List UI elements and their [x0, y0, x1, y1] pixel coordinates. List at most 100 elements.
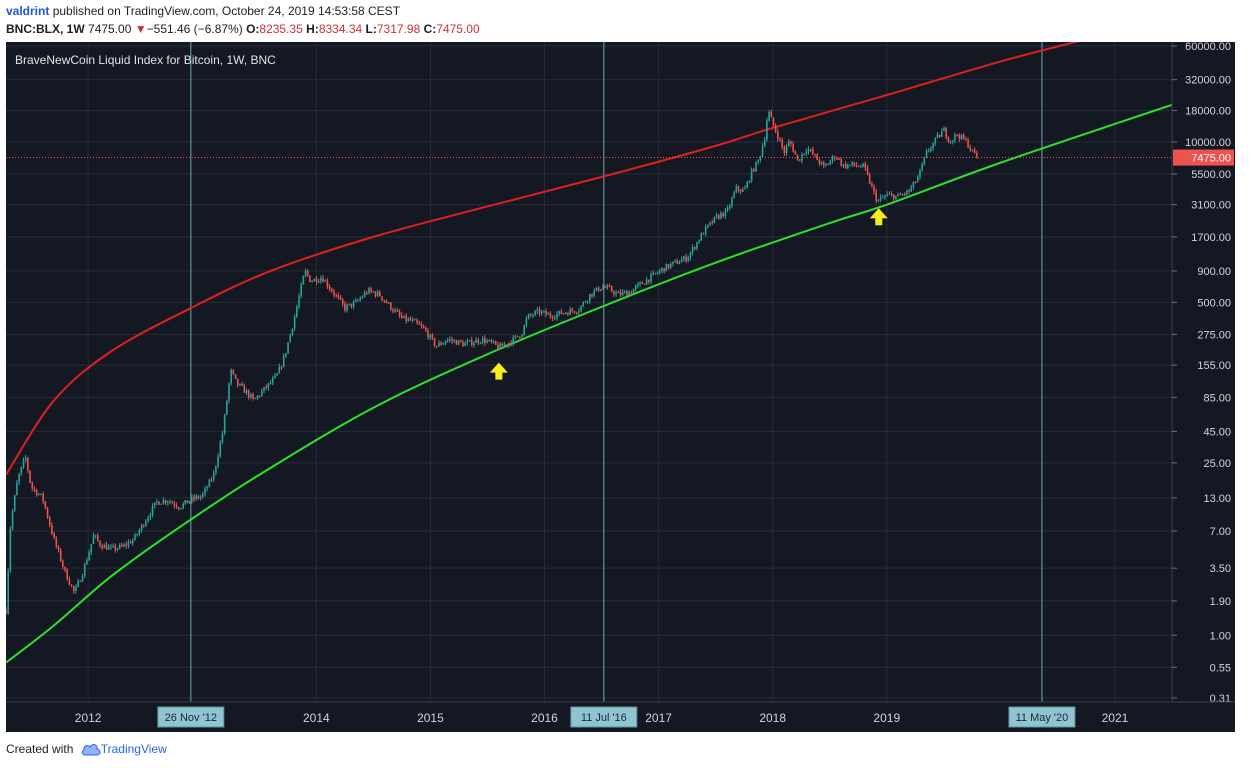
candle-body	[521, 334, 523, 338]
candle	[359, 295, 362, 302]
candle	[696, 241, 698, 251]
candle-body	[875, 191, 878, 201]
candle-body	[556, 313, 558, 318]
candle-body	[129, 542, 132, 544]
candle	[884, 194, 886, 201]
candle-body	[709, 222, 711, 225]
candle-body	[449, 339, 451, 341]
candle-body	[33, 488, 36, 490]
candle-body	[540, 311, 543, 314]
candle	[584, 300, 587, 303]
candle	[394, 307, 396, 313]
candle	[807, 146, 810, 155]
candle	[792, 141, 794, 153]
candle	[735, 183, 738, 194]
candle-body	[774, 125, 777, 132]
candle	[921, 161, 923, 172]
candle-body	[446, 339, 449, 342]
tradingview-link[interactable]: TradingView	[81, 742, 167, 756]
candle-body	[27, 457, 29, 471]
candle	[400, 312, 403, 319]
date-marker-label: 11 May '20	[1016, 712, 1069, 724]
candle	[53, 531, 55, 540]
candle-body	[191, 496, 193, 502]
candle-body	[215, 465, 217, 473]
candle	[849, 164, 851, 167]
high-value: 8334.34	[318, 22, 363, 36]
candle-body	[164, 500, 167, 503]
candle-body	[400, 315, 403, 318]
candle	[444, 340, 447, 346]
candle-body	[822, 162, 825, 166]
candle	[149, 512, 152, 521]
candle-body	[396, 310, 399, 312]
candle-body	[965, 139, 967, 141]
x-tick-label: 2012	[75, 711, 102, 725]
candle	[228, 382, 230, 404]
candle-body	[947, 137, 950, 142]
candle-body	[438, 342, 440, 347]
candle	[634, 284, 637, 292]
candle-body	[503, 344, 506, 346]
candle-body	[267, 383, 270, 388]
candle-body	[626, 291, 628, 296]
y-tick-label: 500.00	[1197, 297, 1231, 309]
candle-body	[156, 501, 158, 503]
candle	[158, 501, 160, 505]
vertical-markers	[190, 42, 1043, 702]
candle	[381, 296, 383, 302]
candle	[766, 117, 768, 142]
candle-body	[685, 256, 687, 262]
candle	[628, 290, 630, 297]
price-chart[interactable]: BraveNewCoin Liquid Index for Bitcoin, 1…	[6, 42, 1235, 732]
y-tick-label: 7.00	[1210, 526, 1231, 538]
candle-body	[538, 309, 541, 314]
candle-body	[425, 327, 427, 331]
candle	[595, 287, 598, 292]
candle	[64, 566, 66, 573]
ohlc-line: BNC:BLX, 1W 7475.00 ▼−551.46 (−6.87%) O:…	[6, 22, 480, 36]
candle	[112, 543, 114, 548]
candle-body	[866, 167, 869, 174]
candle	[322, 275, 324, 283]
candle	[521, 334, 523, 339]
candle-body	[357, 300, 359, 302]
candle-body	[374, 292, 377, 296]
candle-body	[250, 394, 252, 398]
candle-body	[680, 259, 683, 263]
candle-body	[309, 275, 311, 282]
author-link[interactable]: valdrint	[6, 4, 50, 18]
candle	[700, 232, 703, 241]
candle-body	[882, 197, 884, 199]
candle	[573, 310, 576, 314]
candle-body	[919, 169, 921, 178]
candle	[962, 133, 965, 140]
candle	[83, 562, 86, 579]
candle-body	[676, 260, 679, 264]
candle-body	[711, 222, 714, 224]
candle-body	[639, 282, 641, 284]
last-price: 7475.00	[88, 22, 132, 36]
candle	[934, 137, 937, 146]
candle	[313, 278, 316, 282]
candle-body	[348, 303, 351, 305]
candle	[199, 494, 202, 501]
candle	[451, 336, 453, 345]
x-tick-label: 2015	[417, 711, 444, 725]
candle	[164, 499, 167, 505]
candle	[785, 143, 788, 156]
candle	[210, 476, 213, 483]
candle	[486, 338, 488, 344]
candle	[768, 109, 770, 122]
candle-body	[602, 287, 604, 290]
candle-body	[464, 343, 466, 346]
candle-body	[772, 117, 775, 126]
candle	[941, 128, 943, 137]
candle-body	[613, 291, 615, 295]
candle	[814, 153, 816, 158]
candle	[750, 167, 753, 184]
candle	[267, 382, 270, 391]
candle-body	[853, 162, 856, 166]
band-curves	[6, 42, 1173, 664]
candle-body	[892, 194, 895, 200]
